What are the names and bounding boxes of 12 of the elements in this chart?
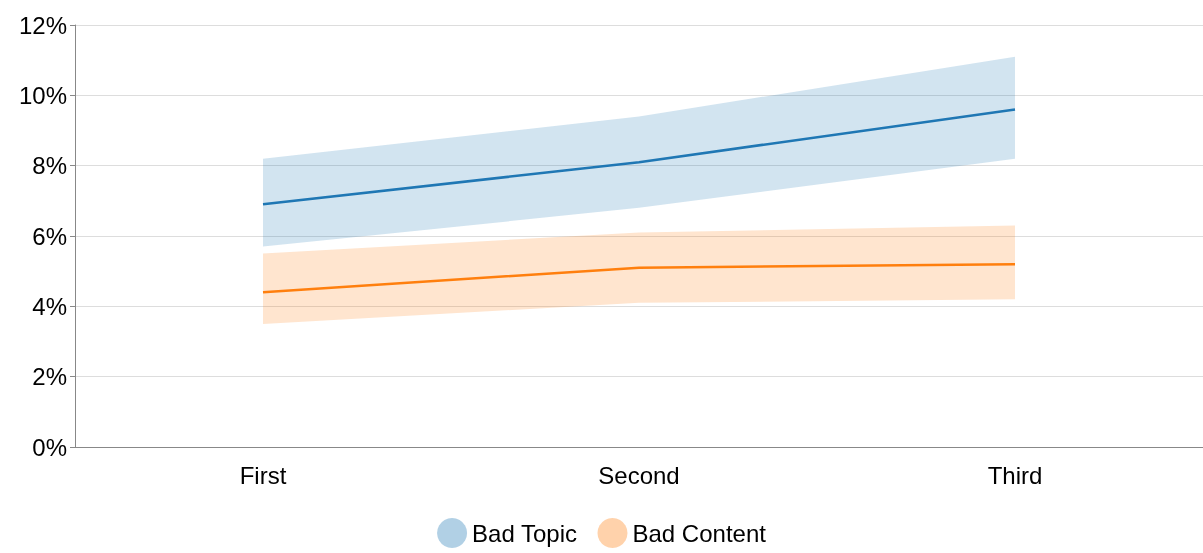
y-tick-label: 12% <box>18 11 67 39</box>
x-tick-label: Third <box>987 461 1043 489</box>
legend-label: Bad Topic <box>472 519 578 547</box>
y-tick-label: 2% <box>32 363 67 391</box>
y-tick-label: 4% <box>32 292 67 320</box>
y-tick-label: 8% <box>32 152 67 180</box>
x-tick-label: Second <box>598 461 680 489</box>
y-tick-label: 0% <box>32 433 67 461</box>
x-tick-label: First <box>239 461 287 489</box>
legend-label: Bad Content <box>632 519 767 547</box>
y-tick-label: 6% <box>32 222 67 250</box>
y-tick-label: 10% <box>18 81 67 109</box>
